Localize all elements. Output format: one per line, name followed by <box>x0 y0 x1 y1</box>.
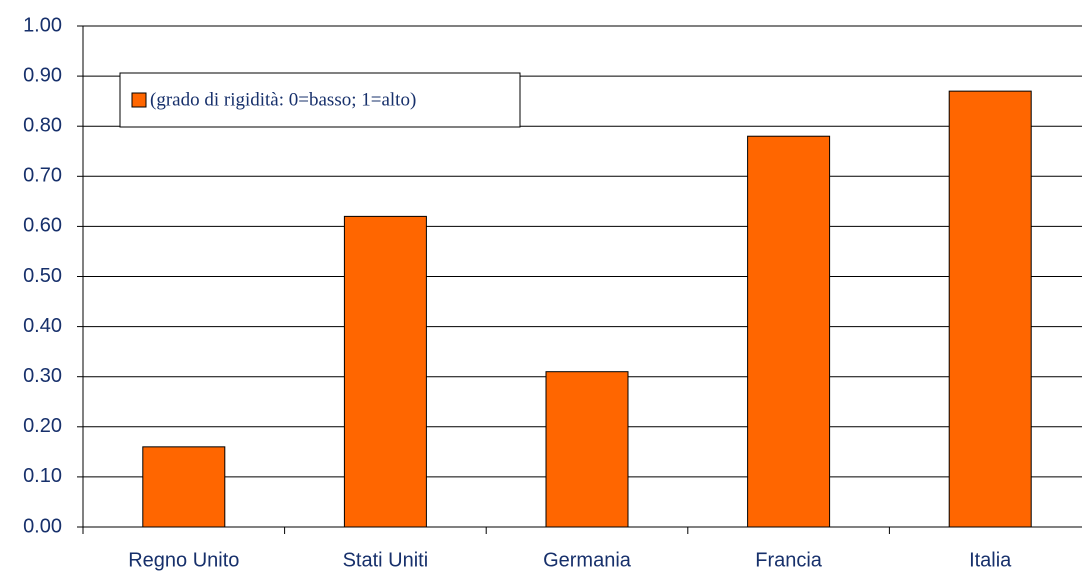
y-tick-label: 0.40 <box>23 315 62 337</box>
legend-swatch <box>131 92 147 108</box>
y-tick-label: 0.50 <box>23 265 62 287</box>
bar <box>747 135 831 528</box>
bar <box>142 446 226 528</box>
y-tick-label: 0.60 <box>23 215 62 237</box>
x-tick-label: Stati Uniti <box>343 549 429 571</box>
x-tick-label: Germania <box>543 549 632 571</box>
bar <box>343 215 427 528</box>
y-tick-label: 0.80 <box>23 114 62 136</box>
y-tick-label: 0.30 <box>23 365 62 387</box>
x-tick-label: Regno Unito <box>128 549 239 571</box>
bar <box>545 371 629 528</box>
y-tick-label: 0.00 <box>23 515 62 537</box>
legend-box <box>119 72 521 128</box>
legend-label: (grado di rigidità: 0=basso; 1=alto) <box>150 89 416 110</box>
y-tick-label: 0.20 <box>23 415 62 437</box>
y-tick-label: 1.00 <box>23 14 62 36</box>
y-tick-label: 0.10 <box>23 465 62 487</box>
y-tick-label: 0.70 <box>23 165 62 187</box>
y-tick-label: 0.90 <box>23 64 62 86</box>
x-tick-label: Italia <box>969 549 1012 571</box>
bar <box>948 90 1032 528</box>
x-tick-label: Francia <box>755 549 823 571</box>
